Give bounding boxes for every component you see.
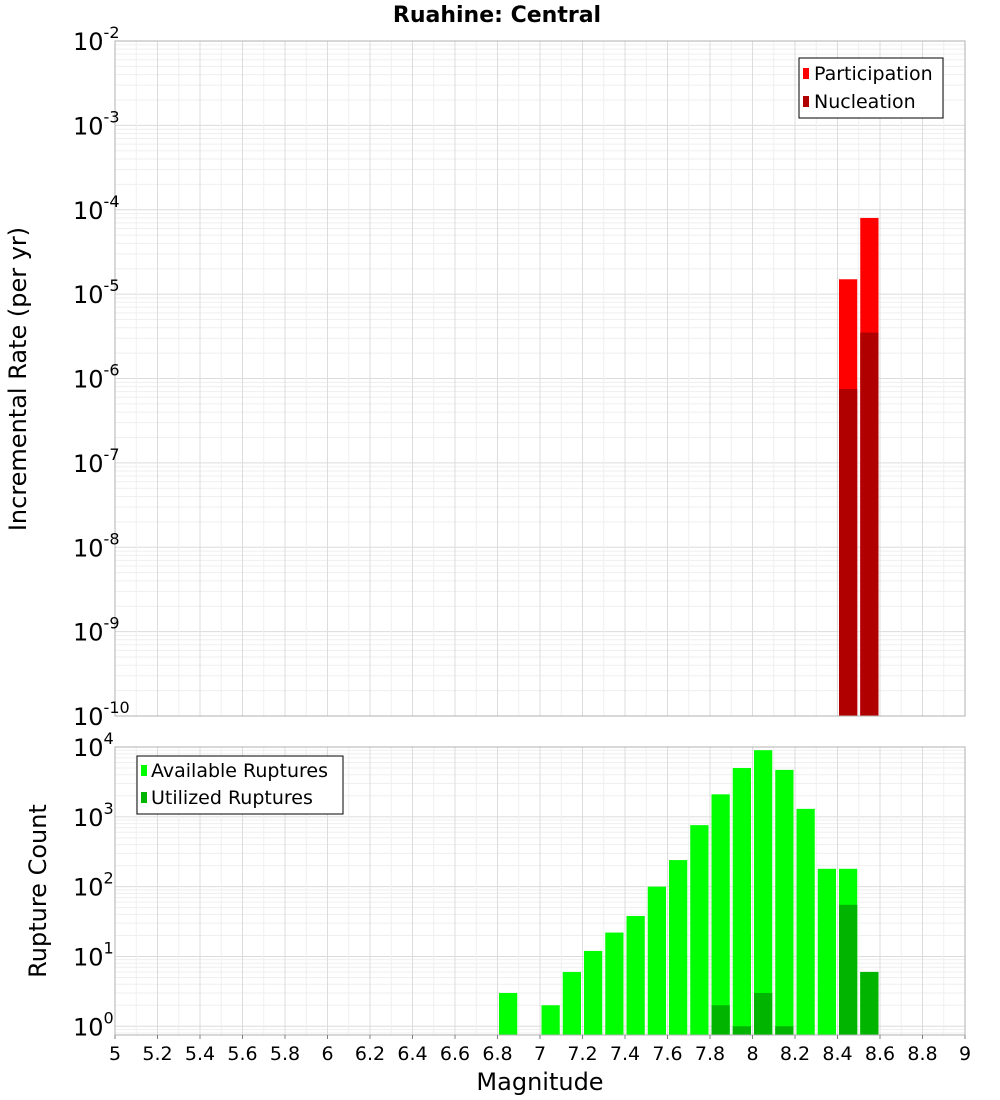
x-tick-label: 7.6 — [652, 1043, 682, 1065]
legend-swatch-utilized — [141, 792, 147, 803]
count-bar-available — [541, 1005, 560, 1035]
x-tick-label: 8.6 — [865, 1043, 895, 1065]
count-bar-available — [775, 769, 794, 1035]
rate-y-tick-label: 10-8 — [73, 529, 120, 562]
rate-panel-legend: Participation Nucleation — [798, 57, 944, 119]
x-tick-label: 9 — [959, 1043, 971, 1065]
rate-y-tick-label: 10-3 — [73, 107, 120, 140]
x-tick-label: 7 — [534, 1043, 546, 1065]
count-legend-box — [136, 755, 344, 815]
count-bar-available — [796, 808, 815, 1035]
count-y-tick-label: 102 — [73, 869, 114, 902]
rate-y-tick-label: 10-2 — [73, 23, 120, 56]
rate-y-tick-label: 10-9 — [73, 614, 120, 647]
count-bar-available — [732, 768, 751, 1035]
x-tick-label: 6.4 — [397, 1043, 427, 1065]
x-tick-label: 5.4 — [185, 1043, 215, 1065]
rate-y-tick-label: 10-5 — [73, 276, 120, 309]
rate-y-tick-label: 10-4 — [73, 192, 120, 225]
legend-label-participation: Participation — [814, 63, 933, 85]
legend-label-utilized: Utilized Ruptures — [151, 787, 313, 809]
count-bar-available — [647, 886, 666, 1035]
count-panel-bars — [499, 750, 879, 1035]
rate-y-tick-label: 10-10 — [73, 698, 130, 731]
count-bar-utilized — [860, 971, 879, 1035]
count-bar-utilized — [775, 1026, 794, 1035]
count-y-tick-label: 103 — [73, 799, 114, 832]
count-panel-x-ticks: 5 5.2 5.4 5.6 5.8 6 6.2 6.4 6.6 6.8 7 7.2 7.4 7.6 7.8 8… — [109, 1035, 971, 1065]
rate-panel-grid — [114, 40, 966, 717]
x-tick-label: 6.8 — [482, 1043, 512, 1065]
count-bar-available — [754, 750, 773, 1035]
rate-panel-bars — [839, 217, 879, 716]
count-bar-available — [605, 932, 624, 1035]
rate-y-tick-label: 10-7 — [73, 445, 120, 478]
rate-panel-y-ticks: 10-2 10-3 10-4 10-5 10-6 10-7 10-8 10-9 10-10 — [73, 23, 130, 731]
x-tick-label: 7.8 — [695, 1043, 725, 1065]
count-bar-utilized — [839, 904, 858, 1035]
count-bar-utilized — [711, 1005, 730, 1035]
rate-bar-nucleation — [860, 332, 879, 716]
count-panel-ylabel: Rupture Count — [24, 804, 52, 978]
count-bar-available — [669, 860, 688, 1035]
legend-swatch-available — [141, 765, 147, 776]
count-bar-available — [711, 794, 730, 1035]
count-bar-available — [562, 971, 581, 1035]
count-bar-available — [690, 825, 709, 1035]
count-y-tick-label: 100 — [73, 1008, 114, 1041]
x-tick-label: 5.6 — [227, 1043, 257, 1065]
x-tick-label: 8 — [746, 1043, 758, 1065]
count-bar-utilized — [754, 992, 773, 1035]
legend-swatch-nucleation — [803, 96, 809, 107]
count-bar-available — [817, 868, 836, 1035]
legend-swatch-participation — [803, 68, 809, 79]
x-tick-label: 8.2 — [780, 1043, 810, 1065]
x-tick-label: 7.2 — [567, 1043, 597, 1065]
count-y-tick-label: 104 — [73, 729, 114, 762]
x-tick-label: 7.4 — [610, 1043, 640, 1065]
count-bar-available — [584, 950, 603, 1035]
count-bar-available — [626, 915, 645, 1035]
legend-label-nucleation: Nucleation — [814, 91, 916, 113]
count-bar-available — [499, 992, 518, 1035]
x-tick-label: 5.8 — [270, 1043, 300, 1065]
x-tick-label: 5.2 — [142, 1043, 172, 1065]
x-tick-label: 8.4 — [822, 1043, 852, 1065]
x-tick-label: 6.6 — [440, 1043, 470, 1065]
x-tick-label: 5 — [109, 1043, 121, 1065]
rate-panel: 10-2 10-3 10-4 10-5 10-6 10-7 10-8 10-9 10-10 In… — [4, 23, 966, 731]
count-bar-utilized — [732, 1026, 751, 1035]
legend-label-available: Available Ruptures — [151, 760, 328, 782]
x-tick-label: 6.2 — [355, 1043, 385, 1065]
count-panel: 104 103 102 101 100 5 5.2 5.4 5.6 5.8 6 6.2 6.4 6.6 6… — [24, 729, 971, 1096]
rate-legend-box — [798, 57, 944, 119]
count-panel-legend: Available Ruptures Utilized Ruptures — [136, 755, 344, 815]
x-axis-label: Magnitude — [476, 1068, 603, 1096]
rate-panel-ylabel: Incremental Rate (per yr) — [4, 227, 32, 531]
count-panel-y-ticks: 104 103 102 101 100 — [73, 729, 114, 1041]
chart-title: Ruahine: Central — [393, 3, 601, 28]
count-y-tick-label: 101 — [73, 938, 114, 971]
rate-bar-nucleation — [839, 389, 858, 716]
rate-y-tick-label: 10-6 — [73, 361, 120, 394]
x-tick-label: 6 — [321, 1043, 333, 1065]
rate-panel-frame — [114, 40, 966, 717]
x-tick-label: 8.8 — [907, 1043, 937, 1065]
